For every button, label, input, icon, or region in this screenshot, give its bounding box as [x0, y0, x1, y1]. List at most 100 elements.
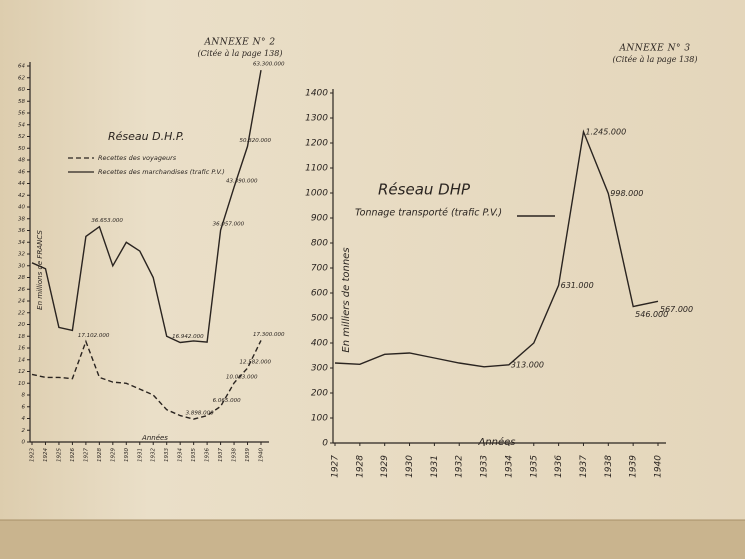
annex-label: ANNEXE N° 3: [618, 44, 690, 54]
y-tick-label: 18: [18, 334, 25, 340]
x-tick-label: 1936: [205, 448, 211, 462]
y-tick-label: 2: [22, 428, 26, 434]
x-axis-label: Années: [141, 434, 168, 442]
y-tick-label: 10: [18, 381, 25, 387]
annex-label: ANNEXE N° 2: [203, 38, 275, 48]
value-label: 16.942.000: [172, 334, 204, 340]
y-tick-label: 40: [18, 205, 25, 211]
value-label: 36.653.000: [91, 218, 123, 224]
x-axis-label: Années: [477, 436, 515, 448]
x-tick-label: 1932: [455, 455, 465, 478]
x-tick-label: 1936: [554, 455, 564, 478]
value-label: 3.898.000: [186, 411, 214, 417]
x-tick-label: 1934: [504, 455, 514, 478]
y-tick-label: 42: [18, 193, 25, 199]
y-tick-label: 20: [18, 322, 25, 328]
value-label: 998.000: [610, 189, 643, 198]
value-label: 17.102.000: [78, 333, 110, 339]
y-tick-label: 28: [18, 275, 25, 281]
x-tick-label: 1930: [405, 455, 415, 478]
x-tick-label: 1928: [355, 455, 365, 478]
value-label: 36.057.000: [213, 222, 245, 228]
value-label: 313.000: [511, 360, 544, 369]
y-tick-label: 12: [18, 369, 25, 375]
x-tick-label: 1931: [137, 448, 143, 462]
x-tick-label: 1937: [218, 448, 224, 462]
x-tick-label: 1924: [43, 448, 49, 462]
y-tick-label: 0: [22, 440, 26, 446]
x-tick-label: 1935: [191, 448, 197, 462]
x-tick-label: 1926: [70, 448, 76, 462]
value-label: 631.000: [561, 281, 594, 290]
y-tick-label: 36: [18, 228, 25, 234]
y-tick-label: 14: [18, 357, 25, 363]
chart-title: Réseau D.H.P.: [108, 130, 184, 143]
y-tick-label: 800: [311, 239, 328, 249]
x-tick-label: 1925: [56, 448, 62, 462]
y-tick-label: 62: [18, 75, 25, 81]
y-tick-label: 48: [18, 158, 25, 164]
x-tick-label: 1923: [30, 448, 36, 462]
y-tick-label: 600: [311, 289, 328, 299]
series-line: [31, 339, 262, 420]
y-tick-label: 1300: [305, 114, 328, 124]
x-tick-label: 1935: [529, 455, 539, 478]
y-tick-label: 44: [18, 181, 25, 187]
value-label: 6.065.000: [213, 398, 241, 404]
y-tick-label: 1400: [305, 89, 328, 99]
y-tick-label: 60: [18, 87, 25, 93]
value-label: 63.300.000: [253, 62, 285, 68]
x-tick-label: 1934: [178, 448, 184, 462]
y-tick-label: 900: [311, 214, 328, 224]
y-tick-label: 500: [311, 314, 328, 324]
x-tick-label: 1927: [83, 448, 89, 462]
y-tick-label: 300: [311, 364, 328, 374]
y-tick-label: 26: [18, 287, 25, 293]
value-label: 546.000: [635, 310, 668, 319]
y-tick-label: 1200: [305, 139, 328, 149]
value-label: 1.245.000: [585, 127, 626, 136]
legend-label: Tonnage transporté (trafic P.V.): [355, 208, 502, 219]
y-tick-label: 4: [22, 416, 26, 422]
y-tick-label: 52: [18, 134, 25, 140]
y-tick-label: 16: [18, 346, 25, 352]
y-tick-label: 200: [311, 389, 328, 399]
series-line: [31, 69, 262, 344]
x-tick-label: 1927: [331, 455, 341, 478]
x-tick-label: 1932: [151, 448, 157, 462]
x-tick-label: 1929: [110, 448, 116, 462]
value-label: 567.000: [660, 305, 693, 314]
y-tick-label: 54: [18, 122, 25, 128]
x-tick-label: 1939: [629, 455, 639, 478]
y-tick-label: 38: [18, 216, 25, 222]
y-tick-label: 58: [18, 99, 25, 105]
series-line: [334, 129, 659, 368]
y-tick-label: 100: [311, 414, 328, 424]
value-label: 50.320.000: [240, 138, 272, 144]
value-label: 12.582.000: [240, 360, 272, 366]
value-label: 17.300.000: [253, 332, 285, 338]
y-tick-label: 8: [22, 393, 26, 399]
page-edge: [0, 520, 745, 559]
y-tick-label: 56: [18, 111, 25, 117]
y-tick-label: 50: [18, 146, 25, 152]
y-tick-label: 400: [311, 339, 328, 349]
y-axis-label: En millions de FRANCS: [36, 230, 44, 310]
y-tick-label: 1100: [305, 164, 328, 174]
legend-label: Recettes des voyageurs: [98, 154, 177, 162]
x-tick-label: 1931: [430, 455, 440, 478]
chart-title: Réseau DHP: [378, 181, 471, 199]
y-tick-label: 22: [18, 310, 25, 316]
y-tick-label: 6: [22, 404, 26, 410]
y-tick-label: 34: [18, 240, 25, 246]
x-tick-label: 1939: [245, 448, 251, 462]
y-axis-label: En milliers de tonnes: [341, 247, 352, 352]
y-tick-label: 24: [18, 299, 25, 305]
y-tick-label: 0: [322, 439, 328, 449]
x-tick-label: 1938: [604, 455, 614, 478]
x-tick-label: 1933: [480, 455, 490, 478]
x-tick-label: 1938: [232, 448, 238, 462]
x-tick-label: 1937: [579, 455, 589, 478]
y-tick-label: 30: [18, 263, 25, 269]
